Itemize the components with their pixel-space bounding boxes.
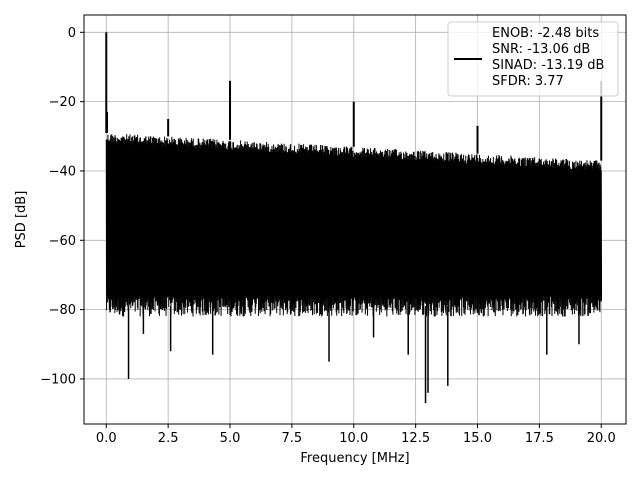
legend-sinad: SINAD: -13.19 dB [492,58,604,73]
plot-frame [83,14,627,425]
x-tick-label: 17.5 [525,431,554,446]
legend-box [447,21,619,97]
legend-sfdr: SFDR: 3.77 [492,74,564,89]
y-tick-label: −100 [40,372,76,387]
y-tick-label: −80 [49,303,76,318]
x-ticks: 0.0 2.5 5.0 7.5 10.0 12.5 15.0 17.5 20.0 [96,424,616,446]
x-tick-label: 7.5 [282,431,303,446]
legend-snr: SNR: -13.06 dB [492,42,590,57]
x-axis-label: Frequency [MHz] [300,451,409,466]
y-tick-label: 0 [68,26,76,41]
y-tick-label: −40 [49,164,76,179]
legend-enob: ENOB: -2.48 bits [492,26,599,41]
psd-trace [105,134,603,317]
y-axis-label: PSD [dB] [14,191,29,249]
x-tick-label: 10.0 [339,431,368,446]
x-tick-label: 15.0 [463,431,492,446]
y-ticks: 0 −20 −40 −60 −80 −100 [40,26,84,387]
x-tick-label: 5.0 [220,431,241,446]
y-tick-label: −20 [49,95,76,110]
y-tick-label: −60 [49,234,76,249]
legend: ENOB: -2.48 bits SNR: -13.06 dB SINAD: -… [447,21,619,97]
x-tick-label: 20.0 [587,431,616,446]
x-tick-label: 12.5 [401,431,430,446]
x-tick-label: 0.0 [96,431,117,446]
x-tick-label: 2.5 [158,431,179,446]
